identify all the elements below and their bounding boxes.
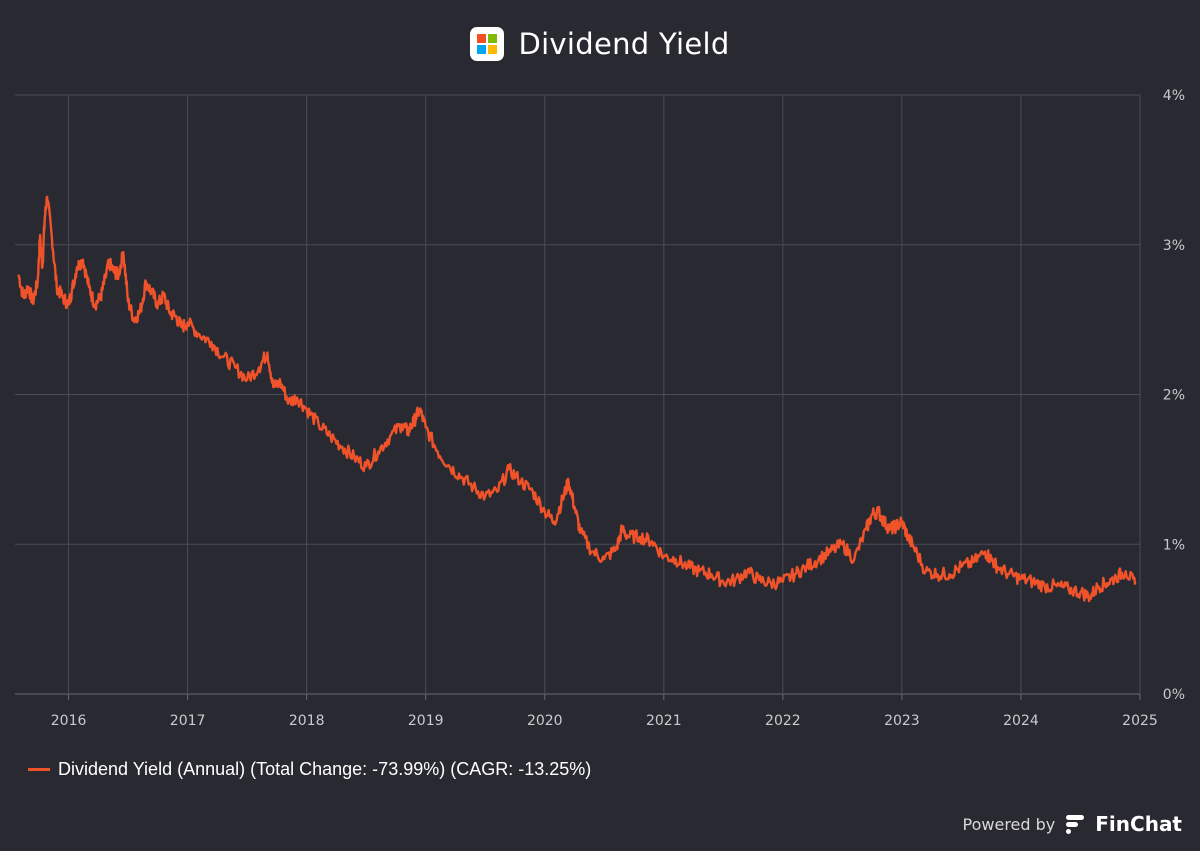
x-tick-label: 2021 [646,713,682,729]
logo-square-yellow [488,45,498,54]
dividend-yield-line [17,195,1137,603]
chart-title: Dividend Yield [518,27,730,61]
y-tick-label: 2% [1163,388,1185,404]
legend-label: Dividend Yield (Annual) (Total Change: -… [58,759,592,779]
x-tick-label: 2023 [884,713,920,729]
y-tick-label: 4% [1163,88,1185,104]
legend-swatch [28,768,50,771]
finchat-brand: FinChat [1095,812,1182,836]
chart-header: Dividend Yield [0,27,1200,61]
x-tick-label: 2025 [1122,713,1158,729]
axis-ticks: 0% 1% 2% 3% 4% 2016 2017 2018 2019 2020 2021 2022 20… [51,88,1185,729]
x-tick-label: 2022 [765,713,801,729]
powered-by-footer[interactable]: Powered by FinChat [963,812,1182,836]
x-tick-label: 2016 [51,713,87,729]
y-tick-label: 3% [1163,238,1185,254]
y-tick-label: 1% [1163,537,1185,553]
powered-by-label: Powered by [962,814,1056,834]
x-tick-label: 2017 [170,713,206,729]
legend[interactable]: Dividend Yield (Annual) (Total Change: -… [28,759,591,780]
microsoft-logo-icon [470,27,505,61]
series-layer [17,195,1137,603]
logo-square-blue [477,45,487,54]
grid [15,94,1141,700]
logo-square-red [477,34,487,43]
x-tick-label: 2024 [1003,713,1039,729]
x-tick-label: 2019 [408,713,444,729]
logo-square-green [488,34,498,43]
finchat-logo-icon [1066,815,1085,834]
y-tick-label: 0% [1163,687,1185,703]
x-tick-label: 2018 [289,713,325,729]
x-tick-label: 2020 [527,713,563,729]
